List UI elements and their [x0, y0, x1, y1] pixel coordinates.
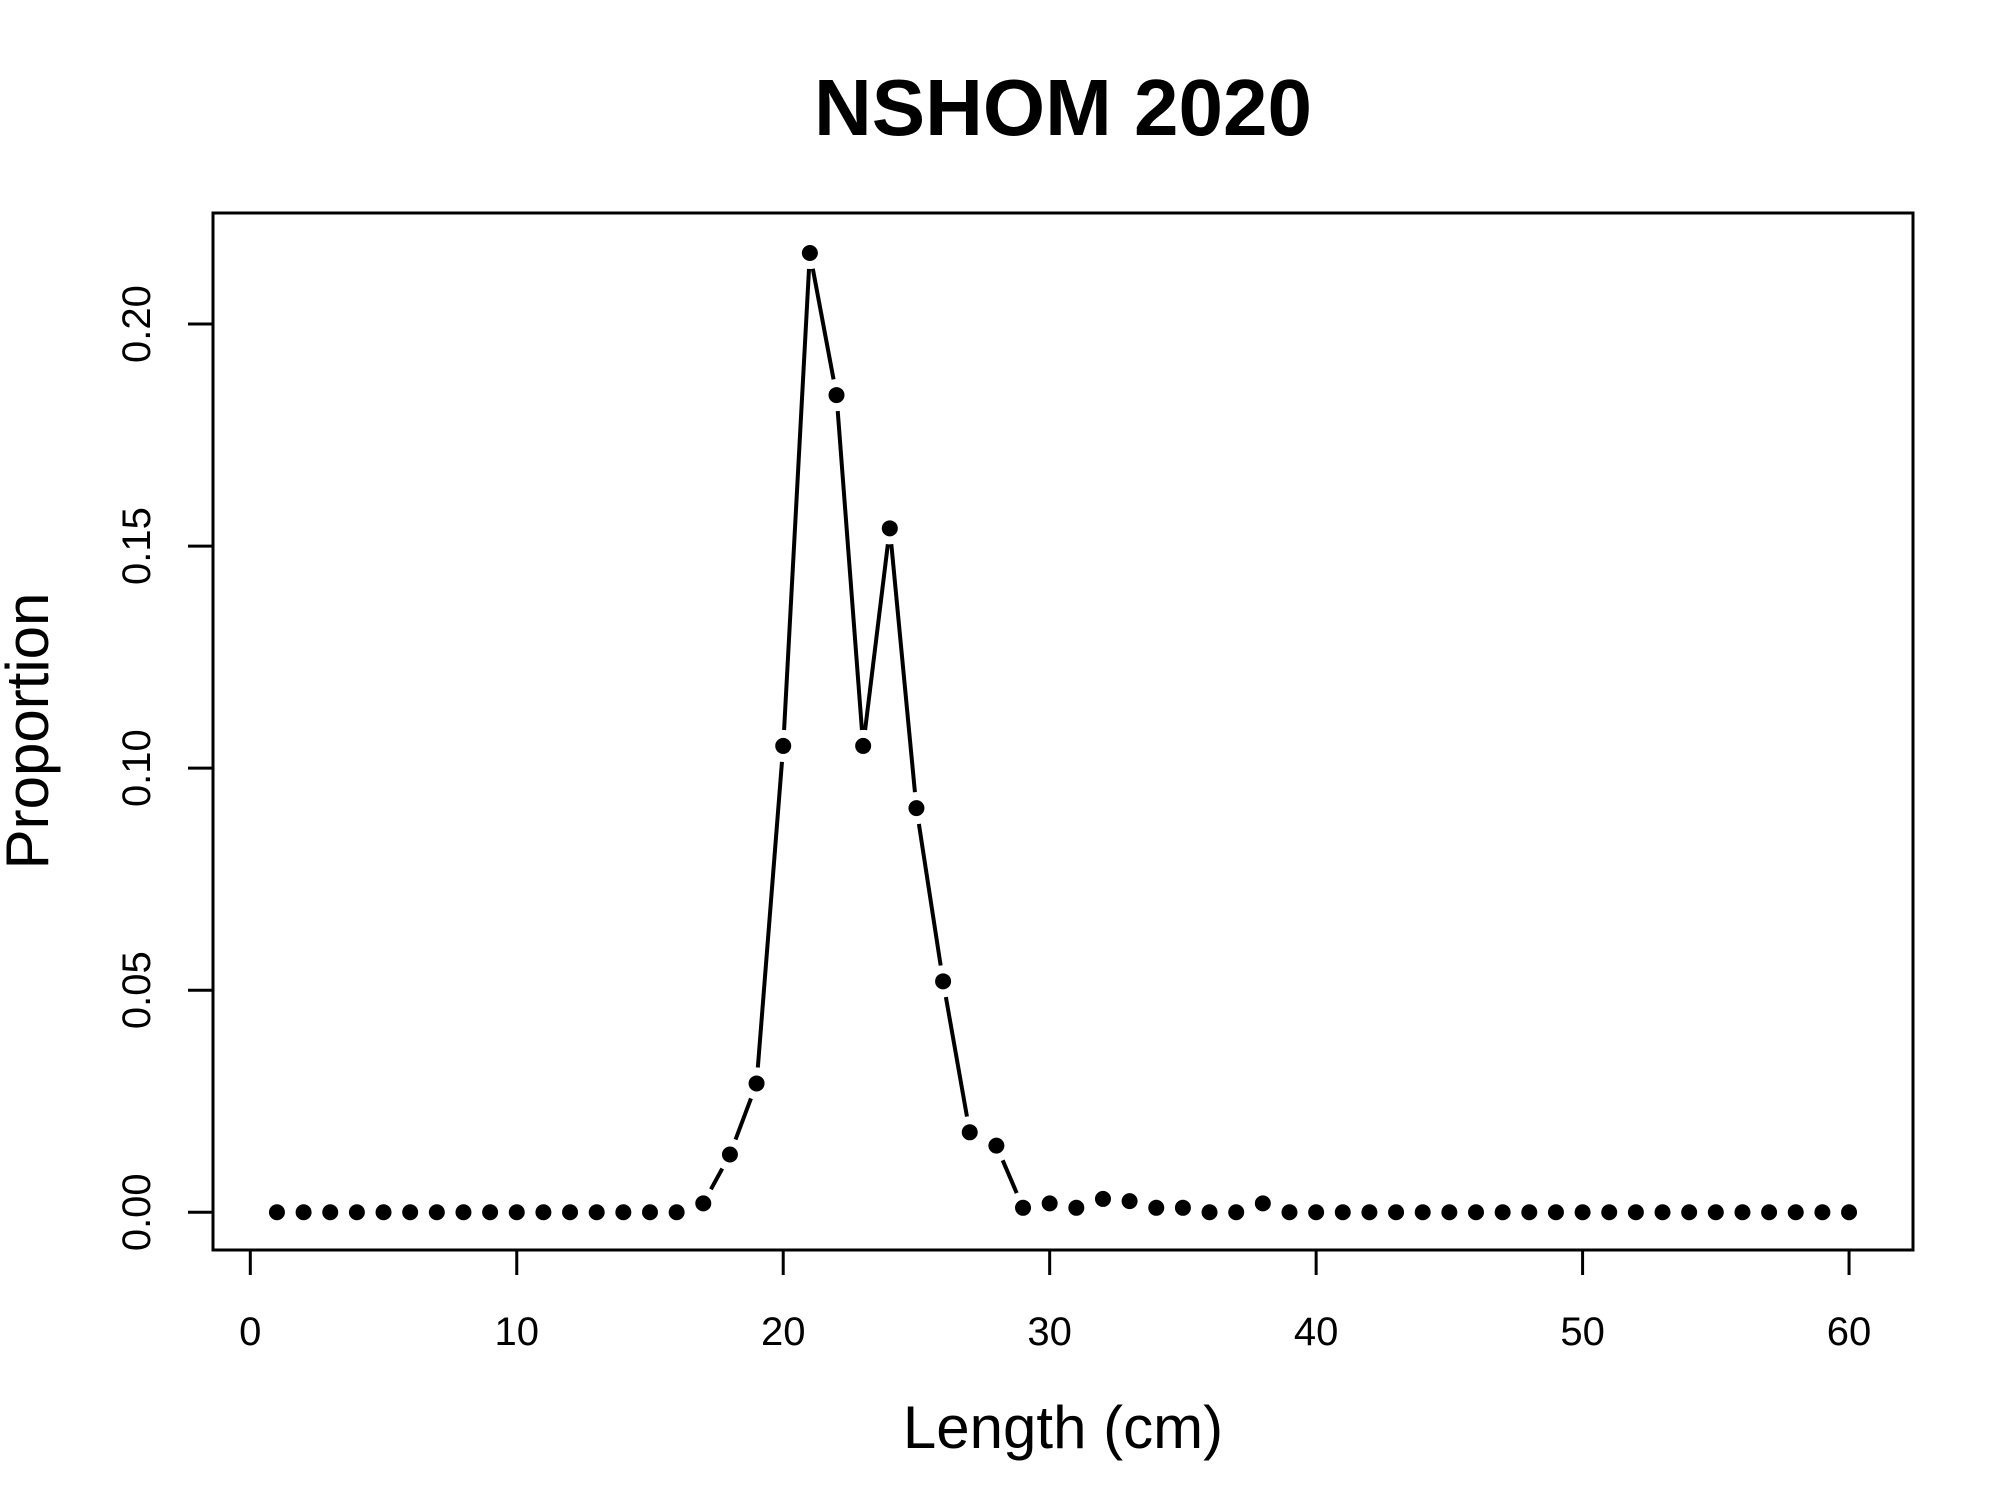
- data-point: [1121, 1193, 1138, 1210]
- data-point: [1814, 1204, 1831, 1221]
- data-point: [1361, 1204, 1378, 1221]
- data-point: [1841, 1204, 1858, 1221]
- data-point: [961, 1124, 978, 1141]
- y-axis-label: Proportion: [0, 593, 61, 870]
- data-point: [1015, 1199, 1032, 1216]
- series-line-segment: [889, 544, 917, 793]
- data-point: [1281, 1204, 1298, 1221]
- x-axis-label: Length (cm): [903, 1394, 1223, 1461]
- data-point: [1601, 1204, 1618, 1221]
- data-point: [1547, 1204, 1564, 1221]
- data-point: [455, 1204, 472, 1221]
- series-line-segment: [835, 410, 864, 731]
- data-point: [1414, 1204, 1431, 1221]
- data-point: [375, 1204, 392, 1221]
- data-point: [348, 1204, 365, 1221]
- x-tick-label: 10: [495, 1310, 540, 1354]
- series-line-segment: [810, 268, 836, 380]
- data-point: [1761, 1204, 1778, 1221]
- data-point: [1041, 1195, 1058, 1212]
- data-point: [641, 1204, 658, 1221]
- chart-title: NSHOM 2020: [814, 63, 1312, 152]
- data-point: [1308, 1204, 1325, 1221]
- data-point: [828, 387, 845, 404]
- data-point: [695, 1195, 712, 1212]
- data-point: [908, 800, 925, 817]
- y-tick-label: 0.15: [115, 507, 159, 585]
- data-point: [1627, 1204, 1644, 1221]
- data-point: [988, 1137, 1005, 1154]
- data-point: [1334, 1204, 1351, 1221]
- series-line-segment: [863, 543, 890, 731]
- data-point: [855, 737, 872, 754]
- data-point: [562, 1204, 579, 1221]
- series-line-segment: [782, 268, 811, 731]
- x-tick-label: 50: [1560, 1310, 1605, 1354]
- data-point: [1201, 1204, 1218, 1221]
- x-tick-label: 30: [1027, 1310, 1072, 1354]
- data-point: [268, 1204, 285, 1221]
- y-tick-label: 0.20: [115, 285, 159, 363]
- data-point: [1494, 1204, 1511, 1221]
- data-point: [402, 1204, 419, 1221]
- data-point: [1468, 1204, 1485, 1221]
- series-line-segment: [916, 823, 943, 966]
- x-tick-label: 60: [1827, 1310, 1872, 1354]
- plot-frame: [211, 211, 1915, 1252]
- data-point: [881, 520, 898, 537]
- series-line-segment: [709, 1167, 725, 1191]
- data-point: [775, 737, 792, 754]
- data-point: [1707, 1204, 1724, 1221]
- data-point: [482, 1204, 499, 1221]
- y-axis: 0.00 0.05 0.10 0.15 0.20: [115, 285, 215, 1251]
- x-tick-label: 20: [761, 1310, 806, 1354]
- data-point: [588, 1204, 605, 1221]
- data-point: [748, 1075, 765, 1092]
- data-point: [1681, 1204, 1698, 1221]
- data-point: [1094, 1190, 1111, 1207]
- y-tick-label: 0.10: [115, 729, 159, 807]
- data-point: [721, 1146, 738, 1163]
- data-point: [1174, 1199, 1191, 1216]
- data-point: [1254, 1195, 1271, 1212]
- x-tick-label: 40: [1294, 1310, 1339, 1354]
- y-tick-label: 0.05: [115, 951, 159, 1029]
- data-point: [1148, 1199, 1165, 1216]
- data-point: [1574, 1204, 1591, 1221]
- data-point: [322, 1204, 339, 1221]
- data-point: [801, 244, 818, 261]
- y-tick-label: 0.00: [115, 1173, 159, 1251]
- data-point: [1388, 1204, 1405, 1221]
- data-point: [428, 1204, 445, 1221]
- data-point: [1068, 1199, 1085, 1216]
- series-line-segment: [1000, 1159, 1019, 1194]
- data-point: [1787, 1204, 1804, 1221]
- data-point: [1734, 1204, 1751, 1221]
- data-point: [508, 1204, 525, 1221]
- series-line-segment: [943, 996, 969, 1117]
- data-point: [615, 1204, 632, 1221]
- series: [268, 244, 1858, 1221]
- data-point: [1654, 1204, 1671, 1221]
- data-point: [295, 1204, 312, 1221]
- x-axis: 0 10 20 30 40 50 60: [239, 1248, 1872, 1354]
- data-point: [1521, 1204, 1538, 1221]
- series-line-segment: [733, 1097, 753, 1141]
- data-point: [1228, 1204, 1245, 1221]
- data-point: [935, 973, 952, 990]
- data-point: [668, 1204, 685, 1221]
- x-tick-label: 0: [239, 1310, 261, 1354]
- data-point: [535, 1204, 552, 1221]
- data-point: [1441, 1204, 1458, 1221]
- series-line-segment: [755, 761, 784, 1068]
